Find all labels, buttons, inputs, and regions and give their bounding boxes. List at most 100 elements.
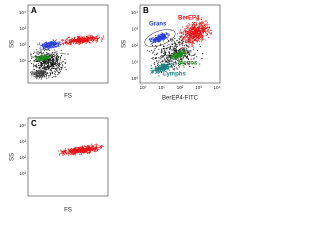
dot [177,53,179,55]
dot [65,40,67,43]
dot [199,63,201,65]
dot [158,75,160,77]
dot [36,52,38,54]
dot [183,29,185,31]
dot [198,43,200,45]
dot [64,151,66,153]
dot [168,62,170,64]
dot [152,58,154,60]
dot [91,147,93,149]
dot [70,151,72,153]
dot [207,29,209,31]
dot [53,52,55,54]
dot [177,63,179,65]
dot [168,34,170,36]
dot [79,146,81,148]
y-axis-label: SS [10,40,16,48]
dot [41,59,43,61]
dot [191,25,193,27]
x-tick-label: 10³ [195,85,202,90]
dot [181,31,183,34]
dot [195,29,197,31]
dot [89,147,92,149]
y-tick-label: 10² [19,155,26,160]
dot [67,39,69,41]
dot [185,27,187,30]
dot [154,48,156,50]
dot [183,33,185,35]
dot [190,45,192,47]
dot [176,53,178,55]
dot [175,62,177,64]
dot [178,57,180,59]
dot [179,31,181,33]
y-tick-label: 10³ [131,27,138,32]
dot [199,22,202,24]
dot [161,68,163,70]
dot [63,151,65,153]
dot [189,34,191,36]
dot [38,73,40,75]
dot [47,44,49,46]
dot [187,40,189,42]
dot [66,43,68,45]
dot [194,33,196,35]
dot [163,53,166,55]
dot [197,37,199,39]
dot [87,35,89,37]
dot [156,37,158,40]
dot [60,57,62,59]
dot [171,40,173,42]
dot [36,76,38,78]
dot [57,45,59,47]
dot [85,150,87,152]
dot [194,28,196,30]
dot [62,43,64,45]
dot [51,42,53,44]
dot [33,52,35,54]
dot [159,41,161,43]
dot [53,56,55,58]
dot [188,28,190,30]
dot [57,74,59,76]
dot [45,55,47,58]
dot [80,43,82,45]
dot [47,63,49,65]
dot [59,41,61,43]
dot [167,57,169,59]
dot [44,73,46,75]
dot [151,52,154,54]
dot [178,60,180,62]
dot [89,145,91,147]
dot [88,147,90,149]
dot [160,65,162,67]
dot [159,34,161,36]
dot [151,69,153,72]
dot [39,43,41,45]
dot [54,40,56,42]
dot [197,29,199,31]
dot [39,64,41,66]
dot [196,24,198,26]
dot [48,48,50,50]
dot [40,52,43,54]
dot [191,27,194,29]
dot [39,55,41,57]
dot [169,48,171,50]
dot [62,153,64,155]
dot [86,37,88,39]
dot [181,26,183,28]
dot [80,149,82,151]
dot [78,36,80,38]
dot [77,42,79,44]
dot [90,36,92,38]
dot [162,38,164,40]
dot [201,57,203,59]
dot [65,38,67,40]
dot [43,68,45,70]
dot [210,33,213,35]
dot [172,46,174,48]
dot [35,64,37,66]
dot [200,35,202,37]
dot [82,151,84,153]
